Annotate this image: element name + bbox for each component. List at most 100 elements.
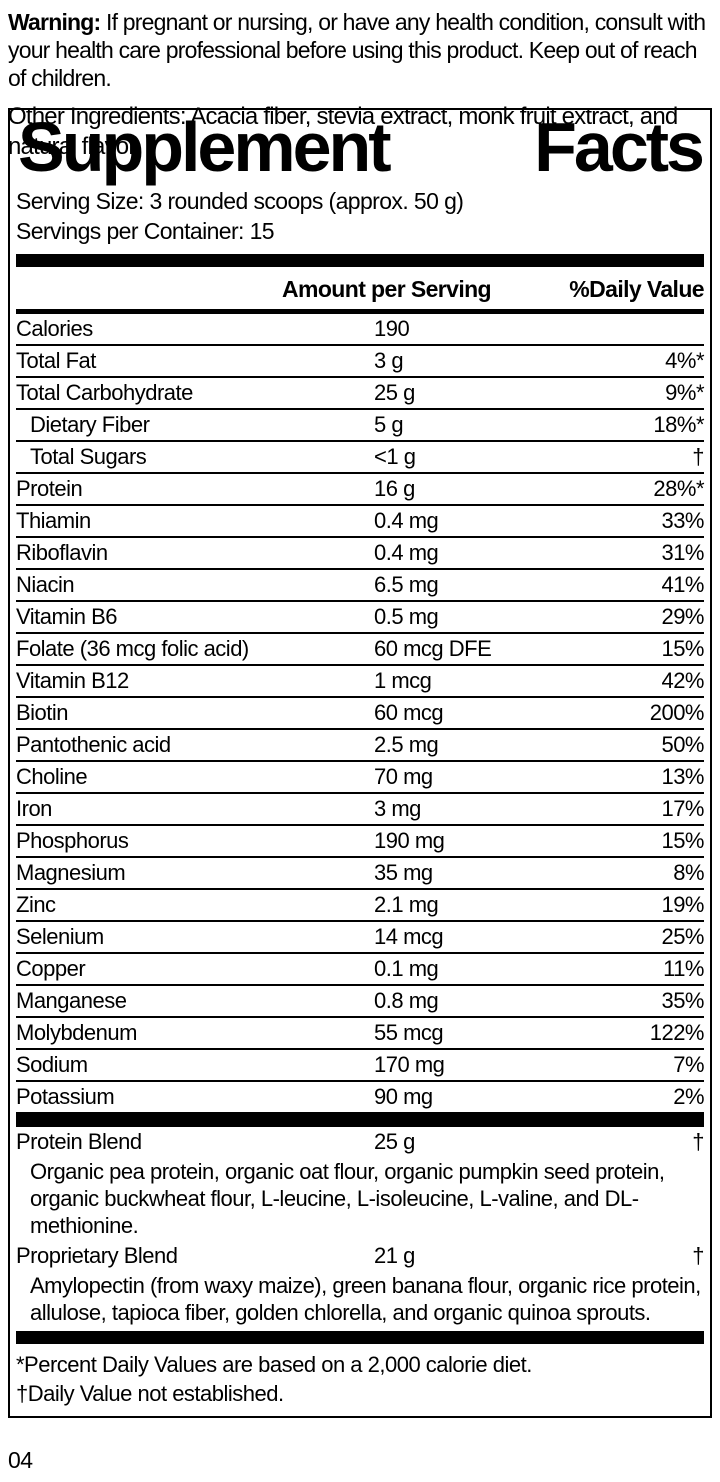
nutrient-name: Calories <box>16 316 93 341</box>
nutrient-amount: 60 mcg DFE <box>374 636 492 661</box>
thick-rule-top <box>16 254 704 267</box>
nutrient-amount: <1 g <box>374 444 416 469</box>
nutrient-name: Protein <box>16 476 83 501</box>
nutrient-daily-value: 50% <box>661 732 704 757</box>
nutrient-amount: 190 <box>374 316 410 341</box>
nutrient-daily-value: 7% <box>673 1052 704 1077</box>
nutrient-amount: 3 mg <box>374 796 421 821</box>
blend-amount: 25 g <box>374 1129 415 1154</box>
daily-value-header: %Daily Value <box>569 276 704 302</box>
nutrient-row: Vitamin B12 1 mcg 42% <box>16 666 704 698</box>
nutrient-name: Sodium <box>16 1052 88 1077</box>
nutrient-name: Iron <box>16 796 52 821</box>
footnotes: *Percent Daily Values are based on a 2,0… <box>16 1344 704 1410</box>
table-header: Amount per Serving %Daily Value <box>16 267 705 314</box>
nutrient-name: Total Carbohydrate <box>16 380 193 405</box>
nutrient-name: Vitamin B6 <box>16 604 117 629</box>
nutrient-daily-value: 4%* <box>665 348 704 373</box>
blend-daily-value: † <box>692 1243 704 1268</box>
title-word-facts: Facts <box>534 108 705 186</box>
nutrient-daily-value: 8% <box>673 860 704 885</box>
nutrient-daily-value: 42% <box>661 668 704 693</box>
nutrient-name: Total Fat <box>16 348 96 373</box>
footnote-percent-daily-values: *Percent Daily Values are based on a 2,0… <box>16 1352 532 1377</box>
nutrient-row: Calories 190 <box>16 314 704 346</box>
nutrient-daily-value: 9%* <box>665 380 704 405</box>
nutrient-row: Total Carbohydrate 25 g 9%* <box>16 378 704 410</box>
nutrient-daily-value: 35% <box>661 988 704 1013</box>
nutrient-daily-value: 13% <box>661 764 704 789</box>
warning-text: If pregnant or nursing, or have any heal… <box>8 9 706 91</box>
warning-label: Warning: <box>8 9 101 35</box>
nutrient-amount: 0.5 mg <box>374 604 439 629</box>
nutrient-amount: 6.5 mg <box>374 572 439 597</box>
nutrient-daily-value: 19% <box>661 892 704 917</box>
nutrient-name: Pantothenic acid <box>16 732 171 757</box>
footnote-daily-value-not-established: †Daily Value not established. <box>16 1381 284 1406</box>
nutrient-amount: 0.4 mg <box>374 508 439 533</box>
nutrient-amount: 25 g <box>374 380 415 405</box>
nutrient-amount: 90 mg <box>374 1084 433 1109</box>
nutrient-row: Choline 70 mg 13% <box>16 762 704 794</box>
nutrient-name: Copper <box>16 956 86 981</box>
nutrient-daily-value: 31% <box>661 540 704 565</box>
nutrient-amount: 0.1 mg <box>374 956 439 981</box>
warning-paragraph: Warning: If pregnant or nursing, or have… <box>8 8 712 92</box>
nutrient-daily-value: 122% <box>649 1020 705 1045</box>
nutrient-amount: 1 mcg <box>374 668 432 693</box>
servings-per-container: Servings per Container: 15 <box>16 218 275 244</box>
nutrient-row: Vitamin B6 0.5 mg 29% <box>16 602 704 634</box>
nutrient-amount: 5 g <box>374 412 404 437</box>
nutrient-amount: 2.5 mg <box>374 732 439 757</box>
nutrient-row: Thiamin 0.4 mg 33% <box>16 506 704 538</box>
nutrient-row: Iron 3 mg 17% <box>16 794 704 826</box>
nutrient-amount: 70 mg <box>374 764 433 789</box>
nutrient-daily-value: 15% <box>661 636 704 661</box>
blend-row: Protein Blend 25 g † <box>16 1127 704 1157</box>
nutrient-daily-value: 18%* <box>653 412 704 437</box>
nutrient-daily-value: 41% <box>661 572 704 597</box>
blend-block: Protein Blend 25 g † Organic pea protein… <box>16 1127 704 1241</box>
blend-name: Protein Blend <box>16 1129 142 1154</box>
nutrient-daily-value: 29% <box>661 604 704 629</box>
nutrient-amount: 190 mg <box>374 828 445 853</box>
nutrient-name: Thiamin <box>16 508 91 533</box>
nutrient-name: Riboflavin <box>16 540 108 565</box>
blend-amount: 21 g <box>374 1243 415 1268</box>
nutrient-amount: 170 mg <box>374 1052 445 1077</box>
nutrient-amount: 2.1 mg <box>374 892 439 917</box>
nutrient-row: Total Sugars <1 g † <box>16 442 704 474</box>
nutrient-daily-value: 17% <box>661 796 704 821</box>
supplement-facts-panel: Supplement Facts Serving Size: 3 rounded… <box>8 108 712 1418</box>
thick-rule-middle <box>16 1114 704 1127</box>
nutrient-row: Magnesium 35 mg 8% <box>16 858 704 890</box>
other-ingredients: Other Ingredients: Acacia fiber, stevia … <box>8 103 678 160</box>
nutrient-daily-value: 25% <box>661 924 704 949</box>
nutrient-row: Pantothenic acid 2.5 mg 50% <box>16 730 704 762</box>
nutrient-amount: 60 mcg <box>374 700 444 725</box>
title-word-supplement: Supplement <box>18 108 392 186</box>
nutrient-daily-value: 33% <box>661 508 704 533</box>
nutrient-name: Selenium <box>16 924 104 949</box>
nutrient-daily-value: 15% <box>661 828 704 853</box>
nutrient-daily-value: 11% <box>663 956 704 981</box>
nutrient-name: Dietary Fiber <box>30 412 150 437</box>
nutrient-daily-value: 200% <box>649 700 705 725</box>
nutrient-amount: 55 mcg <box>374 1020 444 1045</box>
amount-per-serving-header: Amount per Serving <box>282 276 492 302</box>
serving-size: Serving Size: 3 rounded scoops (approx. … <box>16 188 464 214</box>
nutrient-row: Niacin 6.5 mg 41% <box>16 570 704 602</box>
nutrient-row: Sodium 170 mg 7% <box>16 1050 704 1082</box>
nutrient-row: Folate (36 mcg folic acid) 60 mcg DFE 15… <box>16 634 704 666</box>
nutrient-row: Biotin 60 mcg 200% <box>16 698 705 730</box>
nutrient-amount: 14 mcg <box>374 924 444 949</box>
panel-title: Supplement Facts <box>18 108 705 186</box>
nutrient-row: Selenium 14 mcg 25% <box>16 922 704 954</box>
nutrient-name: Niacin <box>16 572 75 597</box>
blend-description: Amylopectin (from waxy maize), green ban… <box>30 1273 701 1325</box>
nutrient-row: Phosphorus 190 mg 15% <box>16 826 704 858</box>
nutrient-daily-value: 28%* <box>653 476 704 501</box>
nutrient-name: Biotin <box>16 700 69 725</box>
nutrient-row: Riboflavin 0.4 mg 31% <box>16 538 704 570</box>
nutrient-name: Molybdenum <box>16 1020 137 1045</box>
